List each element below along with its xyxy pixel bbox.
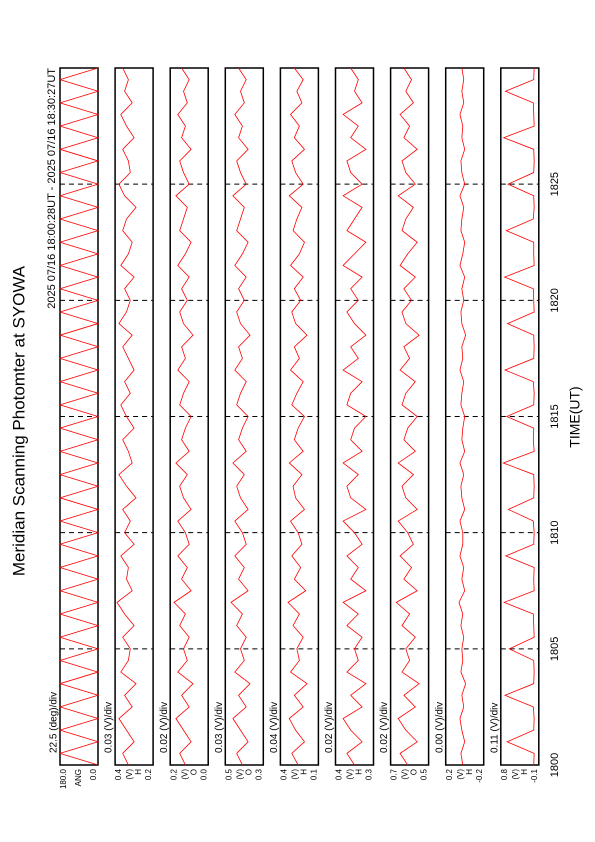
channel-label: H: [300, 769, 309, 775]
x-tick-label: 1815: [549, 404, 561, 428]
chart-title: Meridian Scanning Photomter at SYOWA: [9, 265, 28, 576]
data-line: [458, 67, 467, 766]
channel-label: O: [244, 769, 253, 775]
y-tick-label: 0.5: [420, 768, 429, 780]
y-tick-label: -0.1: [530, 768, 539, 782]
y-tick-label: 0.2: [445, 768, 454, 780]
y-tick-label: 0.8: [500, 768, 509, 780]
scale-label: 0.02 (V)/div: [324, 702, 335, 753]
data-line: [287, 67, 308, 766]
data-line: [116, 67, 137, 766]
channel-label: O: [189, 769, 198, 775]
channel-label: H: [355, 769, 364, 775]
data-line: [502, 67, 535, 766]
y-tick-label: 0.4: [280, 768, 289, 780]
y-tick-label: 0.3: [365, 768, 374, 780]
y-tick-label: 0.3: [254, 768, 263, 780]
scale-label: 0.02 (V)/div: [379, 702, 390, 753]
channel-label: H: [465, 769, 474, 775]
y-tick-label: 0.7: [390, 768, 399, 780]
data-line: [230, 67, 251, 766]
y-tick-label: 0.5: [224, 768, 233, 780]
y-axis-label: ANG: [74, 769, 83, 786]
y-tick-label: 0.4: [114, 768, 123, 780]
channel-label: H: [134, 769, 143, 775]
data-line: [395, 67, 420, 766]
data-line: [173, 67, 194, 766]
scale-label: 0.03 (V)/div: [214, 702, 225, 753]
y-axis-label: (V): [125, 769, 134, 780]
y-axis-label: (V): [511, 769, 520, 780]
x-tick-label: 1800: [549, 753, 561, 777]
y-tick-label: 0.1: [310, 768, 319, 780]
x-tick-label: 1805: [549, 637, 561, 661]
chart-subtitle: 2025 07/16 18:00:28UT - 2025 07/16 18:30…: [46, 68, 58, 309]
x-axis-label: TIME(UT): [567, 386, 583, 447]
y-axis-label: (V): [401, 769, 410, 780]
scale-label: 22.5 (deg)/div: [49, 692, 60, 753]
y-axis-label: (V): [291, 769, 300, 780]
y-tick-label: 0.0: [199, 768, 208, 780]
data-line: [342, 67, 367, 766]
y-axis-label: (V): [235, 769, 244, 780]
data-line: [58, 67, 100, 766]
scale-label: 0.11 (V)/div: [489, 703, 500, 753]
scale-label: 0.02 (V)/div: [159, 702, 170, 753]
x-tick-label: 1825: [549, 172, 561, 196]
scale-label: 0.03 (V)/div: [104, 702, 115, 753]
y-tick-label: 0.2: [169, 768, 178, 780]
y-axis-label: (V): [456, 769, 465, 780]
y-tick-label: 0.0: [89, 768, 98, 780]
channel-label: O: [410, 769, 419, 775]
y-tick-label: -0.2: [475, 768, 484, 782]
channel-label: H: [520, 769, 529, 775]
rotated-plot: Meridian Scanning Photomter at SYOWA 202…: [9, 67, 583, 789]
y-axis-label: (V): [180, 769, 189, 780]
x-tick-label: 1820: [549, 288, 561, 312]
scale-label: 0.04 (V)/div: [269, 702, 280, 753]
y-axis-label: (V): [346, 769, 355, 780]
y-tick-label: 180.0: [59, 768, 68, 789]
y-tick-label: 0.4: [335, 768, 344, 780]
scale-label: 0.00 (V)/div: [434, 702, 445, 753]
x-tick-label: 1810: [549, 520, 561, 544]
y-tick-label: 0.2: [144, 768, 153, 780]
